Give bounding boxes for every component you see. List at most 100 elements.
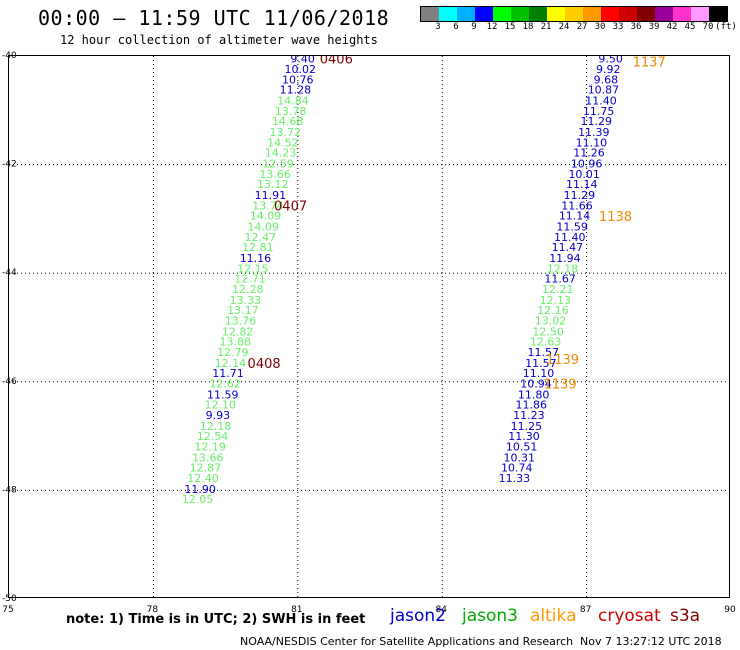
wave-height-reading: 11.28 [280,84,312,97]
wave-height-reading: 11.86 [515,399,547,412]
scale-swatch [547,7,565,21]
wave-height-reading: 12.81 [242,241,274,254]
wave-height-reading: 13.17 [227,304,259,317]
wave-height-reading: 13.76 [225,314,257,327]
plot-svg: 9.4010.0210.7611.2814.8413.7814.6813.721… [9,53,731,599]
wave-height-reading: 12.50 [532,325,564,338]
wave-height-reading: 11.29 [564,189,596,202]
wave-height-reading: 12.87 [190,462,222,475]
wave-height-reading: 12.18 [200,420,232,433]
scale-label: 27 [576,22,588,32]
wave-height-reading: 14.84 [277,95,309,108]
wave-height-reading: 13.78 [275,105,307,118]
scale-swatch [709,7,727,21]
scale-label: 30 [594,22,606,32]
wave-height-reading: 11.94 [549,252,581,265]
pass-time-label: 0408 [248,357,281,372]
scale-swatch [475,7,493,21]
wave-height-reading: 11.57 [525,357,557,370]
wave-height-reading: 11.10 [523,367,555,380]
pass-time-label: 1138 [599,210,632,225]
wave-height-reading: 11.59 [207,388,239,401]
wave-height-reading: 13.12 [257,178,289,191]
wave-height-reading: 11.47 [552,241,584,254]
wave-height-reading: 12.18 [547,262,579,275]
wave-height-reading: 12.82 [222,325,254,338]
wave-height-reading: 11.14 [566,178,598,191]
wave-height-reading: 9.40 [290,56,315,66]
legend-entry-jason3: jason3 [462,606,518,626]
wave-height-reading: 12.10 [205,399,237,412]
wave-height-reading: 11.57 [528,346,560,359]
legend-entry-cryosat: cryosat [598,606,661,626]
footer-note: note: 1) Time is in UTC; 2) SWH is in fe… [66,612,366,627]
wave-height-reading: 12.05 [182,493,214,506]
scale-swatch [493,7,511,21]
wave-height-reading: 13.72 [270,126,302,139]
wave-height-reading: 11.40 [554,231,586,244]
wave-height-reading: 10.51 [506,440,538,453]
wave-height-reading: 10.31 [503,451,535,464]
wave-height-reading: 11.33 [499,472,531,485]
wave-height-reading: 12.16 [537,304,569,317]
footer-credit: NOAA/NESDIS Center for Satellite Applica… [240,635,574,648]
scale-label: (ft) [715,22,737,32]
wave-height-reading: 11.67 [544,273,576,286]
scale-label: 6 [453,22,459,32]
pass-time-label: 0406 [320,56,353,68]
wave-height-reading: 9.92 [596,63,621,76]
wave-height-reading: 13.66 [259,168,291,181]
wave-height-reading: 11.10 [576,136,608,149]
wave-height-reading: 12.28 [232,283,264,296]
wave-height-reading: 10.87 [588,84,620,97]
scale-label: 42 [666,22,678,32]
wave-height-reading: 14.09 [247,221,279,234]
scale-swatch [601,7,619,21]
scale-swatch [457,7,475,21]
scale-swatch [655,7,673,21]
wave-height-reading: 11.80 [518,388,550,401]
x-tick-label: 75 [2,605,13,615]
scale-swatch [583,7,601,21]
wave-height-reading: 10.76 [282,73,314,86]
legend-entry-altika: altika [530,606,577,626]
wave-height-reading: 11.40 [585,95,617,108]
pass-time-label: 1139 [546,353,579,368]
scale-label: 24 [558,22,570,32]
wave-height-reading: 13.02 [535,314,567,327]
wave-height-reading: 12.13 [540,294,572,307]
wave-height-reading: 13.74 [252,199,284,212]
wave-height-reading: 11.30 [508,430,540,443]
wave-height-reading: 9.93 [206,409,231,422]
scale-swatch [637,7,655,21]
wave-height-reading: 11.39 [578,126,610,139]
wave-height-reading: 11.71 [212,367,244,380]
scale-label: 9 [471,22,477,32]
wave-height-reading: 12.19 [194,440,226,453]
scale-label: 15 [504,22,516,32]
wave-height-reading: 12.59 [262,158,294,171]
wave-height-reading: 14.09 [250,210,282,223]
wave-height-reading: 11.75 [583,105,615,118]
pass-time-label: 1139 [544,377,577,392]
x-tick-label: 87 [580,605,591,615]
wave-height-reading: 11.91 [255,189,287,202]
scale-label: 36 [630,22,642,32]
wave-height-reading: 11.23 [513,409,545,422]
wave-height-reading: 11.90 [184,483,216,496]
pass-time-label: 1137 [633,56,666,70]
wave-height-reading: 10.94 [520,377,552,390]
wave-height-reading: 12.63 [530,336,562,349]
scale-label: 21 [540,22,552,32]
wave-height-reading: 11.59 [556,221,588,234]
scale-swatch [691,7,709,21]
scale-swatch [619,7,637,21]
wave-height-reading: 12.79 [217,346,249,359]
wave-height-reading: 10.96 [571,158,603,171]
legend-entry-jason2: jason2 [390,606,446,626]
scale-swatch [511,7,529,21]
wave-height-reading: 13.66 [192,451,224,464]
scale-label: 3 [435,22,441,32]
wave-height-reading: 13.88 [219,336,251,349]
